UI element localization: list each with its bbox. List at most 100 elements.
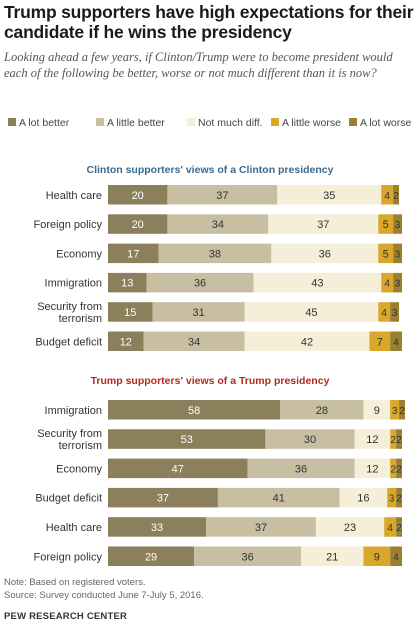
data-label: 9	[374, 405, 380, 417]
bar-segment-not-much-diff	[354, 429, 391, 449]
bar-segment-a-little-better	[167, 185, 278, 205]
category-label-economy: Economy	[56, 248, 102, 260]
category-label-health-care: Health care	[46, 190, 102, 202]
data-label: 13	[121, 278, 133, 290]
bar-segment-a-lot-worse	[396, 458, 403, 479]
legend-item-a-little-better: A little better	[96, 117, 165, 129]
bar-segment-a-lot-better	[108, 429, 266, 449]
category-label-foreign-policy: Foreign policy	[34, 219, 103, 231]
data-label: 4	[384, 279, 390, 290]
data-label: 33	[151, 522, 163, 534]
bar-segment-a-lot-better	[108, 302, 153, 322]
data-label: 34	[188, 336, 200, 348]
data-label: 3	[395, 220, 401, 231]
bar-segment-a-lot-worse	[390, 546, 403, 566]
data-label: 3	[395, 249, 401, 260]
data-label: 21	[326, 551, 338, 563]
bar-segment-a-little-better	[143, 331, 245, 351]
data-label: 2	[393, 191, 399, 202]
bar-segment-a-lot-better	[108, 243, 159, 264]
data-label: 23	[344, 522, 356, 534]
data-label: 4	[381, 308, 387, 319]
bar-segment-not-much-diff	[244, 331, 370, 351]
legend-item-a-lot-better: A lot better	[8, 117, 69, 129]
data-label: 5	[383, 219, 389, 231]
bar-segment-not-much-diff	[277, 185, 382, 205]
bar-segment-a-little-better	[265, 429, 355, 449]
bar-segment-a-little-better	[217, 487, 340, 508]
data-label: 4	[393, 552, 399, 563]
data-label: 17	[127, 248, 139, 260]
legend-label: A lot worse	[360, 117, 412, 129]
data-label: 37	[255, 522, 267, 534]
bar-segment-a-lot-worse	[399, 400, 405, 420]
data-label: 35	[323, 190, 335, 202]
data-label: 2	[396, 435, 402, 446]
data-label: 4	[393, 337, 399, 348]
data-label: 2	[396, 523, 402, 534]
bar-segment-a-lot-better	[108, 272, 147, 293]
bar-segment-a-lot-better	[108, 546, 195, 566]
category-label-budget-deficit: Budget deficit	[35, 493, 102, 505]
data-label: 36	[241, 551, 253, 563]
bar-segment-a-little-worse	[384, 517, 397, 537]
bar-segment-not-much-diff	[268, 214, 379, 234]
bar-segment-a-lot-worse	[393, 214, 403, 234]
data-label: 15	[124, 307, 136, 319]
bar-segment-a-little-better	[247, 458, 355, 479]
bar-segment-a-lot-worse	[396, 429, 403, 449]
data-label: 42	[301, 336, 313, 348]
bar-segment-a-lot-better	[108, 331, 144, 351]
legend-item-a-little-worse: A little worse	[271, 117, 341, 129]
data-label: 20	[132, 190, 144, 202]
data-label: 36	[295, 463, 307, 475]
category-label-health-care: Health care	[46, 522, 102, 534]
legend-swatch	[187, 118, 195, 126]
bar-segment-a-little-better	[167, 214, 269, 234]
bar-segment-a-lot-better	[108, 400, 281, 420]
data-label: 2	[390, 464, 396, 475]
bar-segment-a-little-better	[158, 243, 272, 264]
data-label: 58	[188, 405, 200, 417]
bar-segment-a-lot-worse	[396, 487, 403, 508]
data-label: 12	[366, 434, 378, 446]
data-label: 47	[172, 463, 184, 475]
data-label: 4	[384, 191, 390, 202]
data-label: 37	[216, 190, 228, 202]
bar-segment-a-little-better	[194, 546, 302, 566]
bar-segment-a-little-worse	[387, 487, 397, 508]
data-label: 28	[316, 405, 328, 417]
category-label-security-from-terrorism: Security from terrorism	[37, 428, 102, 452]
bar-segment-a-lot-worse	[390, 331, 403, 351]
bar-segment-not-much-diff	[354, 458, 391, 479]
bar-segment-not-much-diff	[253, 272, 382, 293]
data-label: 38	[209, 248, 221, 260]
bar-segment-not-much-diff	[271, 243, 379, 264]
bar-segment-a-little-worse	[381, 272, 394, 293]
category-label-immigration: Immigration	[45, 278, 102, 290]
bar-segment-a-little-worse	[381, 185, 394, 205]
bar-segment-a-lot-worse	[393, 185, 400, 205]
data-label: 37	[157, 493, 169, 505]
data-label: 36	[319, 248, 331, 260]
legend-label: Not much diff.	[198, 117, 263, 129]
category-label-immigration: Immigration	[45, 405, 102, 417]
category-label-budget-deficit: Budget deficit	[35, 336, 102, 348]
data-label: 2	[390, 435, 396, 446]
chart-title: Trump supporters have high expectations …	[4, 2, 414, 42]
legend-label: A lot better	[19, 117, 70, 129]
bar-segment-a-little-worse	[390, 458, 397, 479]
section-title-trump: Trump supporters' views of a Trump presi…	[90, 375, 330, 387]
data-label: 53	[181, 434, 193, 446]
data-label: 34	[212, 219, 224, 231]
bar-segment-not-much-diff	[244, 302, 379, 322]
data-label: 3	[395, 279, 401, 290]
data-label: 12	[120, 336, 132, 348]
data-label: 43	[311, 278, 323, 290]
data-label: 31	[192, 307, 204, 319]
note: Note: Based on registered voters.	[4, 577, 146, 588]
bar-segment-a-little-worse	[378, 302, 391, 322]
bar-segment-a-little-worse	[363, 546, 391, 566]
category-label-security-from-terrorism: Security from terrorism	[37, 301, 102, 325]
